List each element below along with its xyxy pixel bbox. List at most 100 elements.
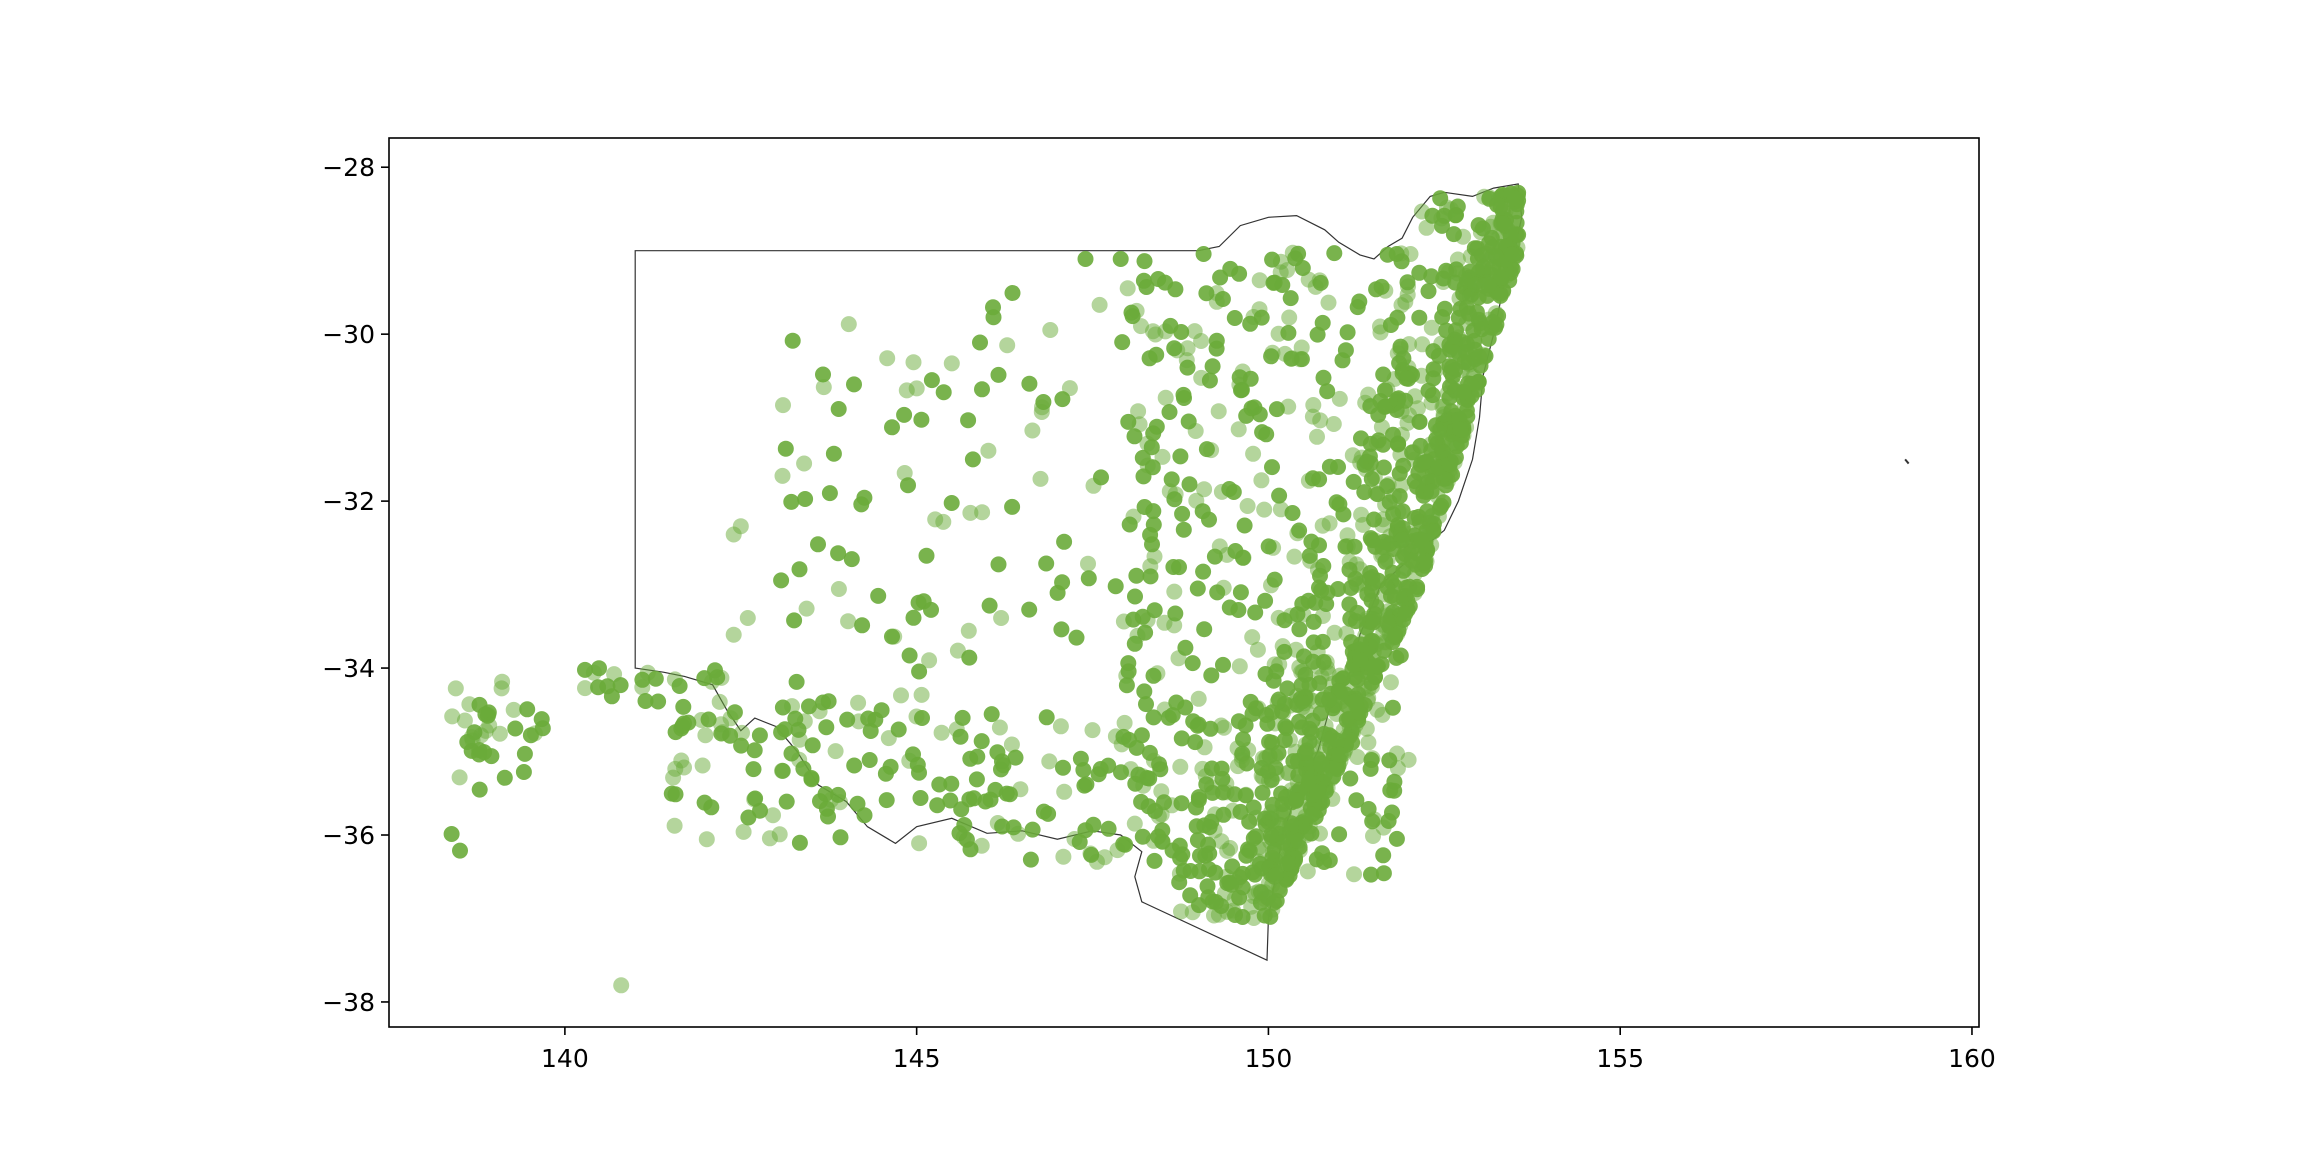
scatter-point	[870, 587, 887, 604]
scatter-point	[709, 669, 726, 686]
scatter-point	[981, 597, 998, 614]
scatter-point	[1342, 770, 1359, 787]
scatter-point	[861, 752, 878, 768]
scatter-point	[1266, 571, 1283, 588]
scatter-point	[1149, 665, 1166, 682]
scatter-point	[1266, 842, 1283, 859]
scatter-point	[1075, 762, 1092, 778]
scatter-point	[1167, 605, 1184, 622]
scatter-point	[471, 742, 488, 759]
scatter-point	[1352, 454, 1369, 471]
scatter-point	[1035, 803, 1052, 820]
scatter-point	[1263, 804, 1280, 821]
scatter-point	[943, 355, 960, 372]
scatter-point	[461, 696, 478, 713]
scatter-point	[1182, 863, 1199, 879]
scatter-point	[1291, 621, 1308, 638]
scatter-point	[1315, 558, 1332, 574]
scatter-point	[1055, 848, 1072, 865]
scatter-point	[1376, 398, 1393, 415]
scatter-point	[1107, 578, 1124, 595]
scatter-point	[1438, 262, 1455, 279]
scatter-point	[786, 612, 803, 629]
scatter-point	[942, 792, 959, 809]
scatter-point	[927, 511, 944, 528]
scatter-point	[1348, 792, 1365, 809]
scatter-point	[1311, 579, 1327, 596]
scatter-point	[739, 610, 756, 626]
scatter-point	[1305, 397, 1322, 413]
scatter-point	[843, 551, 860, 568]
scatter-point	[1231, 369, 1248, 386]
scatter-point	[1196, 621, 1213, 638]
scatter-point	[912, 790, 929, 806]
scatter-point	[1299, 863, 1316, 880]
scatter-point	[1314, 314, 1331, 331]
scatter-point	[1297, 745, 1313, 761]
scatter-point	[1083, 846, 1100, 863]
scatter-point	[1343, 634, 1360, 651]
scatter-point	[1136, 499, 1153, 515]
scatter-point	[896, 465, 913, 481]
scatter-point	[1224, 802, 1241, 819]
scatter-point	[1198, 441, 1215, 458]
scatter-point	[1436, 207, 1453, 224]
scatter-point	[935, 384, 952, 401]
scatter-point	[1288, 792, 1305, 809]
scatter-point	[647, 670, 664, 687]
scatter-point	[1201, 511, 1217, 528]
scatter-point	[1133, 793, 1150, 810]
scatter-point	[1145, 425, 1162, 442]
y-tick-label: −36	[322, 821, 375, 850]
scatter-point	[989, 815, 1006, 831]
scatter-point	[850, 694, 867, 711]
scatter-point	[900, 477, 916, 494]
scatter-point	[1264, 251, 1281, 268]
scatter-point	[1387, 627, 1404, 644]
scatter-point	[1360, 734, 1377, 751]
scatter-point	[1387, 589, 1403, 606]
scatter-point	[1141, 744, 1158, 761]
scatter-point	[1199, 878, 1216, 895]
scatter-point	[1175, 386, 1192, 403]
scatter-point	[1289, 525, 1306, 542]
scatter-point	[1100, 757, 1117, 774]
scatter-point	[1411, 309, 1428, 326]
scatter-point	[1151, 756, 1168, 773]
scatter-point	[839, 711, 856, 728]
scatter-point	[974, 381, 990, 398]
scatter-point	[983, 706, 1000, 723]
scatter-point	[1244, 629, 1261, 646]
scatter-point	[783, 493, 800, 510]
scatter-point	[740, 809, 757, 826]
scatter-point	[494, 673, 511, 690]
scatter-point	[1420, 382, 1437, 399]
scatter-point	[1349, 749, 1366, 765]
scatter-point	[765, 807, 781, 824]
scatter-point	[1348, 693, 1364, 710]
scatter-point	[893, 687, 909, 704]
scatter-point	[1084, 722, 1101, 739]
scatter-point	[1246, 866, 1263, 883]
scatter-point	[1166, 617, 1183, 634]
scatter-point	[1053, 621, 1070, 638]
scatter-point	[1054, 391, 1071, 408]
scatter-point	[1317, 717, 1334, 734]
scatter-point	[931, 776, 948, 793]
scatter-point	[778, 793, 795, 810]
scatter-point	[698, 831, 715, 848]
scatter-point	[1382, 674, 1399, 691]
scatter-point	[1334, 352, 1351, 369]
scatter-point	[1203, 667, 1220, 684]
scatter-point	[1177, 699, 1194, 716]
scatter-point	[1355, 516, 1372, 533]
scatter-point	[1116, 714, 1133, 731]
scatter-point	[1174, 505, 1191, 522]
scatter-point	[1192, 847, 1208, 864]
scatter-point	[1358, 720, 1375, 737]
scatter-point	[463, 729, 480, 746]
scatter-point	[1024, 821, 1041, 838]
scatter-point	[791, 751, 808, 768]
scatter-point	[973, 733, 990, 750]
scatter-point	[1007, 749, 1024, 766]
